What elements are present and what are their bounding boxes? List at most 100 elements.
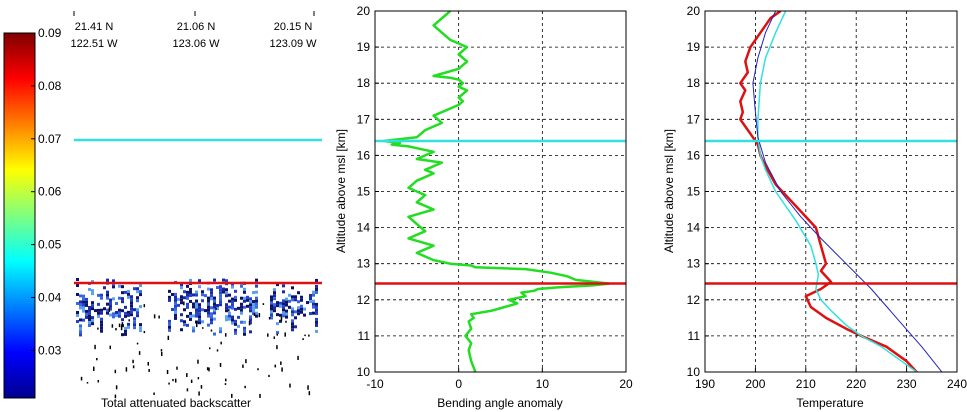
backscatter-cell [79, 294, 82, 298]
backscatter-cell [121, 318, 124, 322]
backscatter-cell [79, 318, 82, 322]
backscatter-cell [168, 325, 171, 329]
backscatter-cell [172, 379, 174, 382]
backscatter-cell [300, 307, 303, 311]
backscatter-cell [234, 331, 237, 335]
backscatter-cell [127, 292, 130, 296]
backscatter-cell [210, 288, 213, 292]
backscatter-cell [160, 349, 163, 352]
series-line-green [382, 11, 611, 372]
backscatter-cell [198, 321, 201, 325]
backscatter-cell [88, 311, 91, 315]
backscatter-cell [130, 301, 133, 305]
y-tick-label: 20 [687, 4, 701, 18]
backscatter-cell [136, 314, 139, 318]
backscatter-cell [282, 305, 285, 309]
backscatter-cell [85, 297, 88, 301]
backscatter-cell [195, 320, 198, 323]
backscatter-cell [192, 326, 195, 330]
backscatter-cell [270, 295, 273, 299]
backscatter-cell [219, 285, 222, 289]
backscatter-cell [246, 298, 249, 302]
backscatter-cell [216, 349, 219, 352]
backscatter-cell [249, 297, 252, 301]
backscatter-cell [270, 307, 273, 311]
backscatter-cell [234, 319, 237, 323]
backscatter-cell [97, 293, 100, 297]
y-tick-label: 13 [687, 257, 701, 271]
backscatter-cell [82, 297, 85, 301]
backscatter-cell [219, 297, 222, 301]
backscatter-cell [237, 324, 240, 328]
backscatter-cell [195, 323, 198, 328]
backscatter-cell [210, 294, 213, 298]
backscatter-cell [198, 391, 200, 396]
backscatter-cell [183, 296, 186, 300]
backscatter-cell [285, 312, 288, 316]
backscatter-cell [177, 303, 180, 307]
backscatter-cell [139, 293, 142, 297]
backscatter-cell [106, 302, 109, 306]
backscatter-cell [180, 283, 183, 287]
backscatter-cell [249, 321, 252, 325]
backscatter-cell [273, 336, 276, 339]
backscatter-cell [186, 284, 189, 288]
backscatter-cell [97, 327, 99, 330]
backscatter-cell [279, 301, 282, 305]
backscatter-cell [88, 308, 91, 312]
backscatter-cell [225, 309, 228, 313]
backscatter-cell [120, 326, 123, 331]
backscatter-cell [133, 326, 136, 330]
backscatter-cell [180, 328, 183, 332]
x-tick-label: 220 [846, 377, 866, 391]
backscatter-cell [249, 330, 252, 334]
backscatter-cell [219, 300, 222, 304]
backscatter-cell [291, 322, 294, 326]
backscatter-cell [166, 369, 169, 375]
backscatter-cell [177, 297, 180, 301]
backscatter-cell [112, 297, 115, 301]
backscatter-cell [96, 357, 98, 361]
backscatter-cell [171, 307, 174, 311]
backscatter-cell [127, 322, 130, 326]
panel-bending-angle: -10 0 10 20 10 11 12 13 14 15 16 17 18 19 20 Bending a… [334, 4, 633, 410]
colorbar-tick-label: 0.06 [38, 185, 62, 199]
backscatter-cell [249, 315, 252, 319]
backscatter-cell [315, 317, 318, 321]
backscatter-cell [300, 298, 303, 302]
backscatter-cell [285, 315, 288, 319]
backscatter-cell [216, 286, 219, 290]
backscatter-cell [100, 311, 103, 315]
backscatter-cell [91, 292, 94, 296]
backscatter-cell [291, 298, 294, 302]
y-tick-label: 13 [357, 257, 371, 271]
backscatter-cell [297, 355, 299, 360]
backscatter-cell [288, 293, 291, 297]
backscatter-cell [219, 288, 222, 292]
backscatter-cell [153, 314, 156, 319]
backscatter-cell [186, 373, 188, 378]
backscatter-cell [315, 287, 318, 291]
backscatter-cell [103, 286, 106, 290]
backscatter-cell [231, 300, 234, 304]
backscatter-cell [225, 288, 228, 292]
backscatter-cell [279, 304, 282, 308]
loc-2-lon: 123.06 W [172, 38, 220, 50]
backscatter-cell [222, 290, 225, 294]
backscatter-cell [133, 287, 136, 291]
backscatter-cell [138, 351, 141, 355]
backscatter-cell [88, 305, 91, 309]
backscatter-cell [168, 328, 171, 332]
backscatter-cell [198, 312, 201, 316]
backscatter-cell [174, 304, 177, 308]
backscatter-cell [189, 293, 192, 297]
backscatter-cell [109, 304, 112, 308]
backscatter-cell [234, 298, 237, 302]
backscatter-cell [91, 322, 94, 326]
backscatter-cell [231, 306, 234, 310]
panel3-ticks: 190 200 210 220 230 240 10 11 12 13 14 15 16 17 18 19 20 [687, 4, 967, 391]
backscatter-cell [228, 293, 231, 297]
colorbar-tick-label: 0.03 [38, 343, 62, 357]
backscatter-cell [220, 341, 222, 345]
